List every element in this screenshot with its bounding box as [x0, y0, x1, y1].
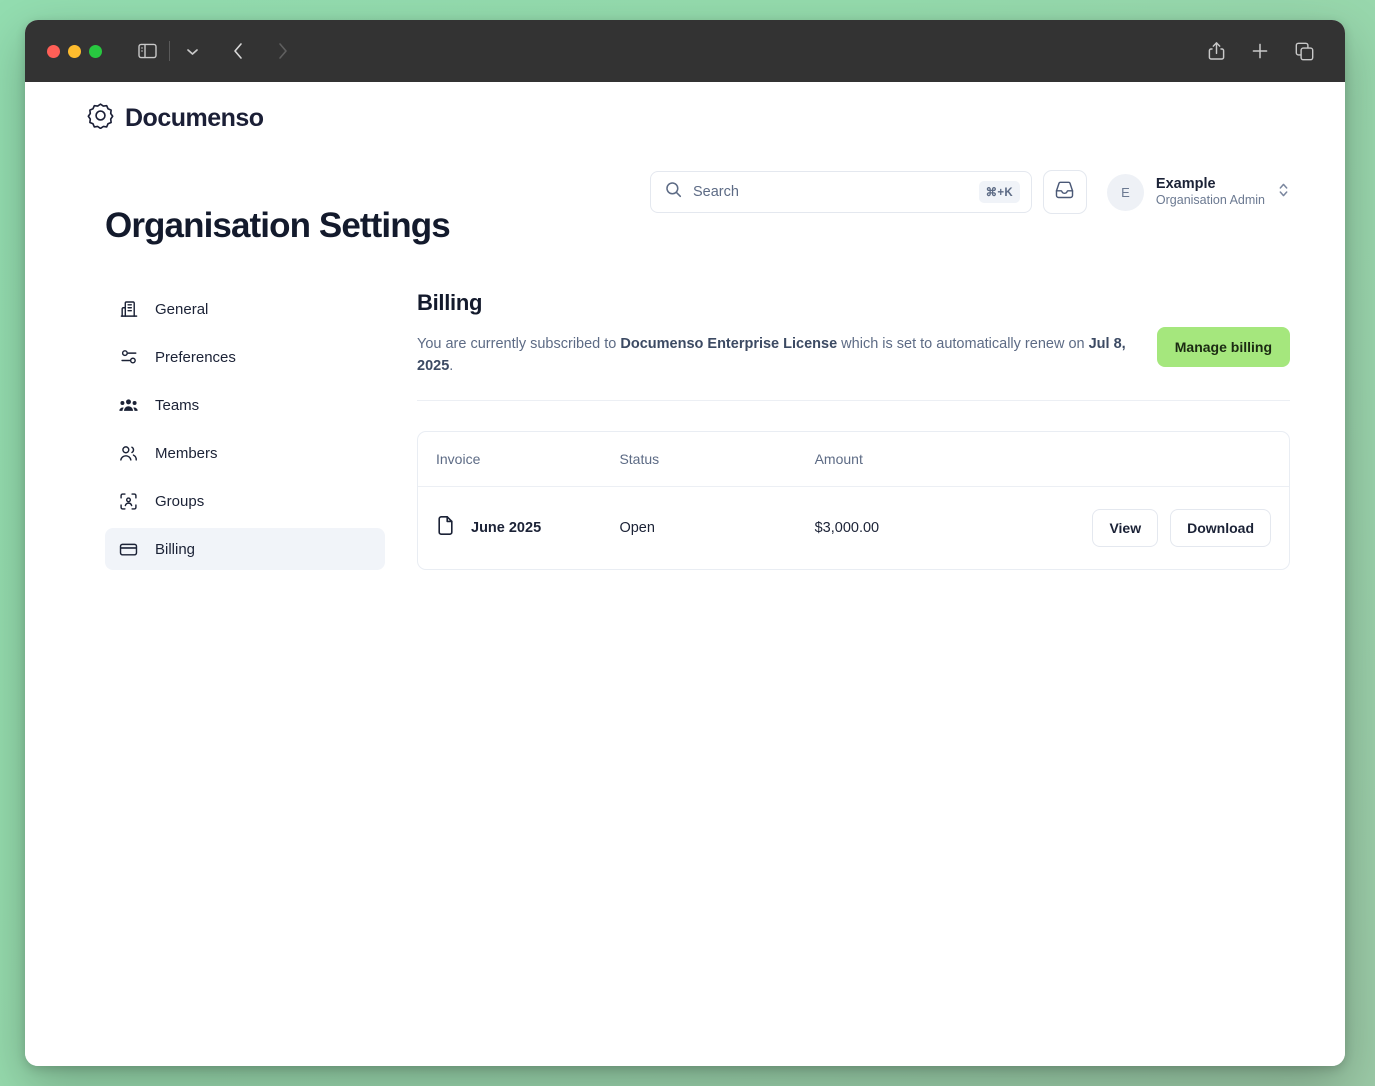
brand-logo[interactable]: Documenso [87, 102, 264, 134]
credit-card-icon [119, 540, 138, 559]
forward-arrow-icon [267, 36, 297, 66]
settings-layout: General Preferences [105, 288, 1290, 576]
cell-invoice: June 2025 [418, 486, 619, 569]
header-right-actions: E Example Organisation Admin [1042, 170, 1290, 214]
cell-status: Open [619, 519, 655, 536]
cell-actions: View Download [1092, 486, 1289, 569]
search-container: Search ⌘+K [650, 171, 1032, 213]
app-header: Documenso [25, 82, 1345, 154]
profile-text: Example Organisation Admin [1156, 175, 1265, 209]
building-icon [119, 300, 138, 319]
maximize-window-button[interactable] [89, 44, 102, 58]
subscription-description: You are currently subscribed to Documens… [417, 327, 1133, 378]
traffic-lights [47, 44, 102, 58]
subscription-text-part3: . [449, 357, 454, 374]
users-group-icon [119, 396, 138, 415]
file-document-icon [436, 515, 455, 540]
sidebar-item-label: Groups [155, 492, 205, 510]
sidebar-toggle-icon[interactable] [132, 36, 162, 66]
billing-heading: Billing [417, 290, 483, 315]
sliders-icon [119, 348, 138, 367]
invoice-name: June 2025 [471, 519, 542, 536]
sidebar-item-billing[interactable]: Billing [105, 528, 385, 570]
page-title: Organisation Settings [105, 206, 451, 245]
manage-billing-button[interactable]: Manage billing [1156, 327, 1290, 367]
sidebar-item-teams[interactable]: Teams [105, 384, 385, 426]
documenso-rosette-icon [87, 102, 114, 134]
sidebar-item-label: Billing [155, 540, 196, 558]
documenso-app: Documenso Search ⌘+K [25, 82, 1345, 1066]
sidebar-item-label: Members [155, 444, 218, 462]
subscription-row: You are currently subscribed to Documens… [417, 327, 1290, 401]
page-content: Organisation Settings [25, 206, 1345, 576]
sidebar-item-groups[interactable]: Groups [105, 480, 385, 522]
titlebar-actions [1201, 36, 1325, 66]
search-input[interactable]: Search ⌘+K [650, 171, 1032, 213]
browser-window: Documenso Search ⌘+K [25, 20, 1345, 1066]
settings-sidebar: General Preferences [105, 288, 385, 576]
sidebar-item-label: Teams [155, 396, 200, 414]
sidebar-item-members[interactable]: Members [105, 432, 385, 474]
profile-role: Organisation Admin [1155, 193, 1265, 208]
billing-section: Billing You are currently subscribed to … [417, 288, 1290, 576]
titlebar-divider [169, 41, 170, 61]
chevron-down-icon[interactable] [177, 36, 207, 66]
profile-menu[interactable]: E Example Organisation Admin [1106, 173, 1290, 211]
browser-titlebar [25, 20, 1345, 82]
sidebar-item-label: Preferences [155, 348, 236, 366]
column-header-status: Status [619, 431, 815, 487]
sidebar-item-preferences[interactable]: Preferences [105, 336, 385, 378]
avatar: E [1106, 173, 1144, 211]
view-invoice-button[interactable]: View [1092, 508, 1159, 547]
profile-name: Example [1155, 176, 1216, 193]
users-icon [119, 444, 138, 463]
back-arrow-icon[interactable] [223, 36, 253, 66]
invoices-table-card: Invoice Status Amount [417, 430, 1290, 570]
share-icon[interactable] [1201, 36, 1231, 66]
sidebar-item-label: General [155, 300, 209, 318]
subscription-text-part2: which is set to automatically renew on [837, 336, 1089, 352]
cell-amount: $3,000.00 [814, 519, 880, 536]
download-invoice-button[interactable]: Download [1170, 508, 1271, 547]
inbox-button[interactable] [1042, 170, 1087, 214]
scan-group-icon [119, 492, 138, 511]
subscription-text-part1: You are currently subscribed to [417, 336, 621, 352]
table-row: June 2025 Open $3,000.00 View Download [418, 486, 1289, 569]
copy-tabs-icon[interactable] [1289, 36, 1319, 66]
inbox-icon [1054, 179, 1075, 205]
titlebar-nav-group [132, 36, 297, 66]
search-placeholder: Search [693, 184, 739, 200]
subscription-plan-name: Documenso Enterprise License [620, 336, 838, 352]
close-window-button[interactable] [47, 44, 60, 58]
column-header-actions [1092, 431, 1289, 487]
invoices-table-body: June 2025 Open $3,000.00 View Download [418, 486, 1289, 569]
column-header-invoice: Invoice [418, 431, 620, 487]
table-header-row: Invoice Status Amount [418, 431, 1289, 487]
sidebar-item-general[interactable]: General [105, 288, 385, 330]
search-icon [665, 181, 682, 203]
minimize-window-button[interactable] [68, 44, 81, 58]
subscription-renewal-date: Jul 8, 2025 [417, 336, 1126, 374]
chevron-up-down-icon[interactable] [1277, 180, 1290, 205]
plus-icon[interactable] [1245, 36, 1275, 66]
search-shortcut-badge: ⌘+K [978, 181, 1020, 203]
brand-name: Documenso [125, 103, 264, 132]
column-header-amount: Amount [814, 431, 1093, 487]
invoices-table-head: Invoice Status Amount [418, 431, 1289, 487]
invoices-table: Invoice Status Amount [418, 431, 1289, 569]
